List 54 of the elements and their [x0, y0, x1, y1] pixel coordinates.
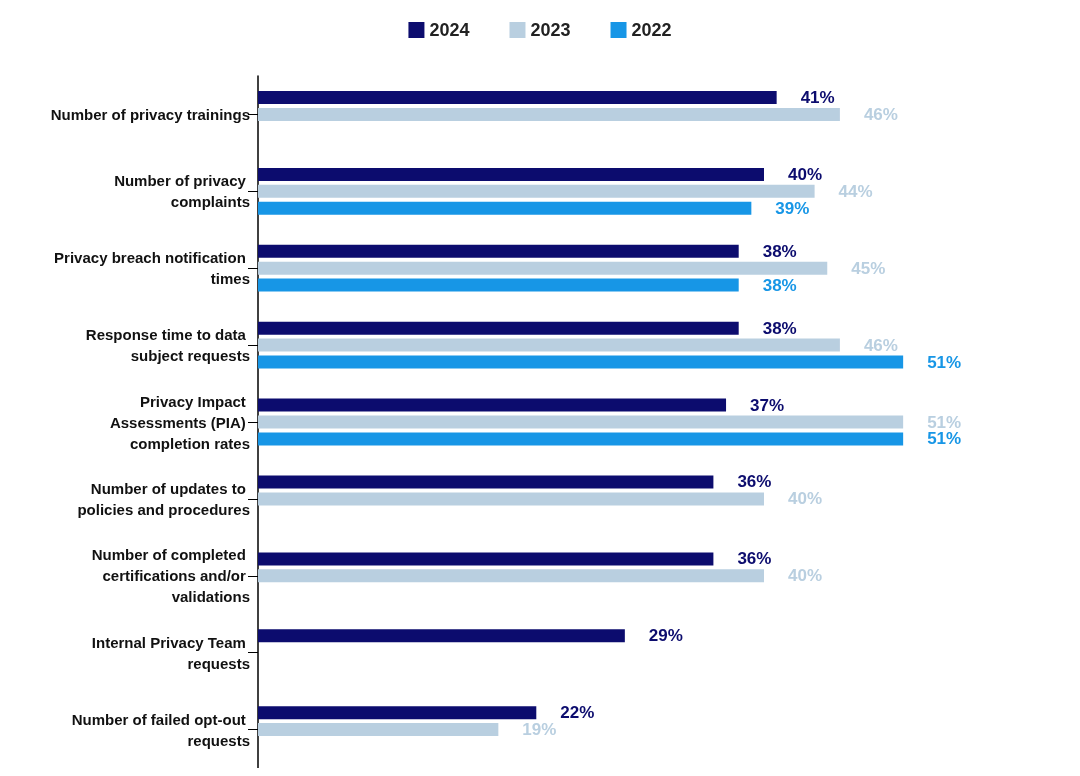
bar	[258, 629, 625, 643]
bar	[258, 475, 714, 489]
data-label: 40%	[788, 164, 823, 184]
data-label: 36%	[737, 549, 772, 569]
data-label: 51%	[927, 429, 962, 449]
bar	[258, 398, 727, 412]
bar	[258, 244, 739, 258]
y-tick-label: Number of updates to policies and procedures	[77, 479, 250, 518]
y-tick-label: Number of privacy complaints	[114, 172, 250, 211]
bar	[258, 184, 815, 198]
bar	[258, 723, 499, 737]
data-label: 51%	[927, 412, 962, 432]
data-label: 40%	[788, 566, 823, 586]
legend-label: 2023	[530, 20, 571, 40]
data-label: 44%	[838, 181, 873, 201]
bar	[258, 355, 904, 369]
bar	[258, 321, 739, 335]
bar	[258, 552, 714, 566]
data-label: 29%	[648, 626, 683, 646]
legend-label: 2024	[429, 20, 470, 40]
data-label: 46%	[863, 335, 898, 355]
y-tick-label: Number of privacy trainings	[50, 105, 250, 123]
y-tick-label: Response time to data subject requests	[85, 326, 250, 365]
legend-label: 2022	[631, 20, 672, 40]
data-label: 41%	[800, 88, 835, 108]
data-label: 38%	[762, 318, 797, 338]
y-tick-label: Privacy breach notification times	[54, 249, 250, 288]
bar	[258, 261, 828, 275]
bar	[258, 107, 840, 121]
data-label: 45%	[851, 258, 886, 278]
data-label: 46%	[863, 104, 898, 124]
data-label: 19%	[522, 720, 557, 740]
bar	[258, 278, 739, 292]
bar	[258, 415, 904, 429]
bar	[258, 432, 904, 446]
bar	[258, 338, 840, 352]
bar	[258, 91, 777, 105]
y-tick-label: Privacy Impact Assessments (PIA) completion rates	[109, 392, 250, 452]
data-label: 38%	[762, 241, 797, 261]
data-label: 39%	[775, 198, 810, 218]
bar	[258, 492, 764, 506]
bar	[258, 569, 764, 583]
bar	[258, 201, 752, 215]
data-label: 51%	[927, 352, 962, 372]
data-label: 22%	[560, 703, 595, 723]
data-label: 38%	[762, 275, 797, 295]
y-tick-label: Internal Privacy Team requests	[91, 633, 250, 672]
data-label: 40%	[788, 489, 823, 509]
data-label: 36%	[737, 472, 772, 492]
bar	[258, 167, 764, 181]
y-tick-label: Number of completed certifications and/or validations	[91, 546, 250, 606]
y-tick-label: Number of failed opt-out requests	[71, 710, 250, 749]
bar	[258, 706, 537, 720]
data-label: 37%	[750, 395, 785, 415]
